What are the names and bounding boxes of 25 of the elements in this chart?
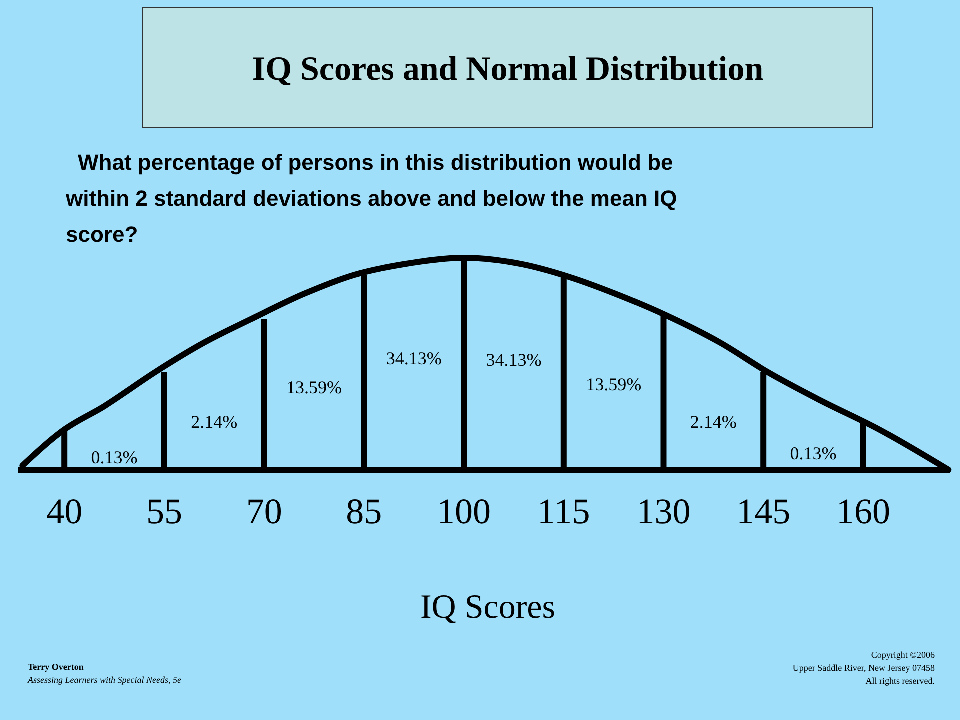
x-tick-label: 130 xyxy=(636,492,691,532)
annotation: 2.14% xyxy=(690,412,737,432)
annotation: 13.59% xyxy=(586,374,642,395)
annotation: 34.13% xyxy=(486,350,542,370)
x-tick-label: 145 xyxy=(736,492,791,532)
x-tick-label: 40 xyxy=(46,492,83,532)
text: All rights reserved. xyxy=(866,676,935,686)
annotation: 2.14% xyxy=(191,412,238,432)
x-axis-title: IQ Scores xyxy=(420,589,556,626)
chart-subtitle: What percentage of persons in this distribution would be within 2 standard deviations above and below the mean IQ score? xyxy=(65,150,678,247)
annotation: 0.13% xyxy=(91,448,138,468)
x-tick-label: 100 xyxy=(437,492,492,532)
annotation: 13.59% xyxy=(286,377,342,398)
x-tick-label: 115 xyxy=(538,492,590,532)
x-tick-label: 85 xyxy=(346,492,382,532)
annotation: 0.13% xyxy=(790,444,837,464)
x-tick-label: 55 xyxy=(146,492,182,532)
chart-title: IQ Scores and Normal Distribution xyxy=(252,51,764,88)
text: Terry Overton xyxy=(28,662,84,672)
text: Upper Saddle River, New Jersey 07458 xyxy=(792,663,936,673)
annotation: 34.13% xyxy=(386,348,442,368)
text: Copyright ©2006 xyxy=(871,650,936,660)
text: Assessing Learners with Special Needs, 5e xyxy=(27,675,182,685)
x-tick-label: 70 xyxy=(246,492,282,532)
x-tick-label: 160 xyxy=(836,492,890,532)
